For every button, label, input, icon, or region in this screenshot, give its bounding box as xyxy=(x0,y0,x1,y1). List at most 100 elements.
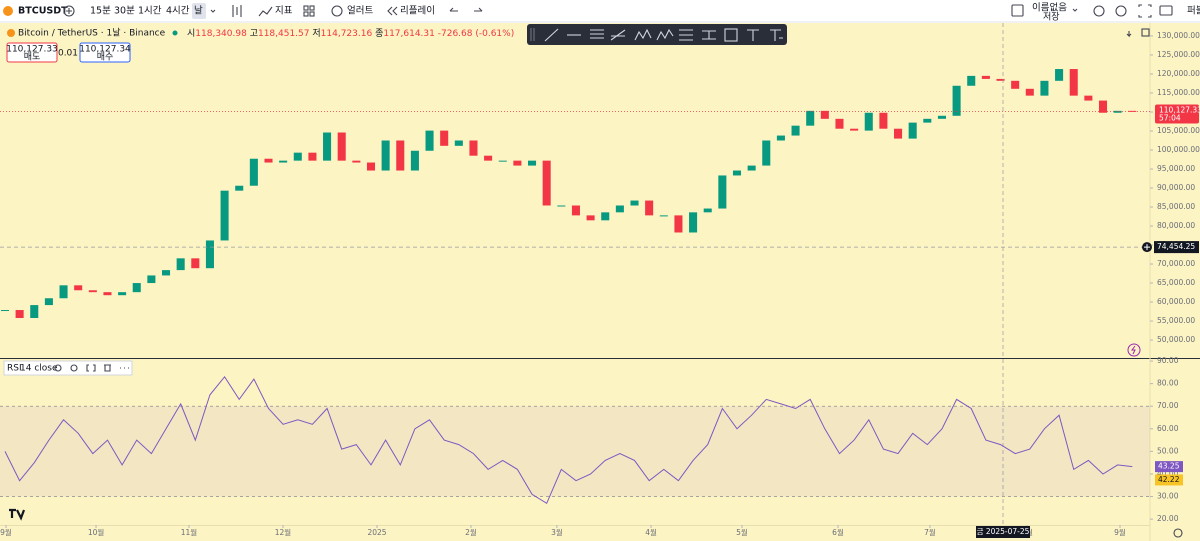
interval-active[interactable] xyxy=(192,3,206,19)
interval[interactable]: 1시간 xyxy=(138,6,162,17)
interval[interactable]: 4시간 xyxy=(166,6,190,17)
rectangle-tool[interactable] xyxy=(724,28,738,42)
candle xyxy=(396,140,405,171)
buy-label[interactable]: 매수 xyxy=(97,52,114,63)
rsi-ma-box xyxy=(1155,474,1183,486)
indicator-icon[interactable] xyxy=(258,6,273,17)
interval-dropdown[interactable] xyxy=(210,9,216,13)
sell-label[interactable]: 매도 xyxy=(24,52,41,63)
interval[interactable]: 날 xyxy=(194,6,203,17)
candle xyxy=(659,215,668,217)
layout-dropdown[interactable] xyxy=(1072,8,1078,12)
buy-button[interactable] xyxy=(79,42,131,63)
series-title[interactable]: Bitcoin / TetherUS · 1날 · Binance xyxy=(18,28,166,39)
candle xyxy=(1069,69,1078,96)
rsi-value-label: 43.25 xyxy=(1158,462,1180,471)
candle xyxy=(484,155,493,161)
layout-icon xyxy=(303,11,309,17)
interval[interactable]: 15분 xyxy=(90,6,111,17)
candle xyxy=(513,160,522,166)
chart-background xyxy=(0,23,1200,541)
chart-type[interactable] xyxy=(232,5,242,17)
candle xyxy=(732,170,742,176)
price-tick-label: 50,000.00 xyxy=(1157,335,1195,344)
candle xyxy=(88,290,97,293)
search-icon[interactable] xyxy=(1093,5,1105,17)
restore-icon[interactable] xyxy=(1141,28,1150,37)
sell-price[interactable]: 110,127.33 xyxy=(6,45,58,55)
source-icon[interactable] xyxy=(86,364,96,372)
close-label: 종 xyxy=(375,28,383,39)
symbol-icon[interactable] xyxy=(3,6,13,16)
candle xyxy=(981,75,990,79)
candle xyxy=(0,310,10,312)
candle xyxy=(791,125,800,136)
candle xyxy=(1128,110,1137,112)
settings-icon[interactable] xyxy=(1115,5,1127,17)
range-tool[interactable] xyxy=(702,30,716,40)
candle xyxy=(864,112,873,131)
candle xyxy=(366,162,376,171)
visibility-icon[interactable] xyxy=(54,364,62,372)
time-tick-label: 9월 xyxy=(1114,527,1126,537)
candle xyxy=(996,78,1005,81)
indicators[interactable]: 지표 xyxy=(275,6,293,17)
delete-icon[interactable] xyxy=(104,364,111,372)
text-note-tool[interactable] xyxy=(770,29,783,41)
pattern-tool[interactable] xyxy=(634,28,652,41)
fib-tool[interactable] xyxy=(679,29,693,41)
candle xyxy=(59,285,68,299)
rsi-line xyxy=(4,375,1133,505)
undo[interactable] xyxy=(449,7,458,12)
pitchfork-tool[interactable] xyxy=(610,29,626,41)
replay[interactable]: 리플레이 xyxy=(400,6,435,17)
snapshot-icon[interactable] xyxy=(1159,5,1173,16)
rsi-ma-label: 42.22 xyxy=(1158,475,1180,484)
add-symbol-plus xyxy=(66,8,72,14)
alert[interactable]: 얼러트 xyxy=(347,6,373,17)
candle xyxy=(220,190,229,241)
redo[interactable] xyxy=(474,7,483,12)
spread: 0.01 xyxy=(58,49,78,59)
scale-settings[interactable] xyxy=(1173,528,1183,538)
candle xyxy=(586,215,595,221)
candle xyxy=(1098,100,1108,113)
candle xyxy=(469,140,478,156)
fullscreen-icon[interactable] xyxy=(1138,4,1152,18)
add-symbol[interactable] xyxy=(63,5,75,17)
time-tick-label: 2월 xyxy=(465,527,477,537)
layout-name[interactable]: 이름없음 xyxy=(1032,2,1067,14)
logo[interactable] xyxy=(9,508,26,521)
trend-line-tool[interactable] xyxy=(544,28,559,42)
layout-square[interactable] xyxy=(1011,4,1024,17)
low-label: 저 xyxy=(312,28,320,39)
sell-button[interactable] xyxy=(6,42,58,63)
interval[interactable]: 30분 xyxy=(114,6,135,17)
replay-icon[interactable] xyxy=(387,6,398,16)
crosshair-date-box xyxy=(976,526,1031,538)
layout-icon[interactable] xyxy=(303,5,309,11)
wave-tool[interactable] xyxy=(656,28,674,41)
settings-icon[interactable] xyxy=(70,364,78,372)
candle xyxy=(747,165,756,171)
rsi-title[interactable]: RSI xyxy=(7,364,22,374)
candle xyxy=(30,305,39,319)
rsi-tick-label: 70.00 xyxy=(1157,401,1179,410)
symbol[interactable]: BTCUSDT xyxy=(18,6,68,17)
buy-price[interactable]: 110,127.34 xyxy=(79,45,131,55)
scroll-icon[interactable] xyxy=(1126,31,1132,38)
rsi-tick-label: 80.00 xyxy=(1157,379,1179,388)
candle xyxy=(601,212,610,221)
change: -726.68 (-0.61%) xyxy=(438,29,514,39)
text-tool[interactable] xyxy=(747,29,759,41)
publish[interactable]: 퍼블 xyxy=(1187,6,1200,17)
candle xyxy=(235,185,244,191)
channel-tool[interactable] xyxy=(590,29,604,39)
drag-handle[interactable] xyxy=(530,28,535,41)
price-tick-label: 60,000.00 xyxy=(1157,297,1195,306)
alert-icon[interactable] xyxy=(331,5,343,17)
rsi-params: 14 close xyxy=(20,364,58,374)
lightning-icon[interactable] xyxy=(1127,343,1141,357)
price-tick-label: 105,000.00 xyxy=(1157,126,1200,135)
